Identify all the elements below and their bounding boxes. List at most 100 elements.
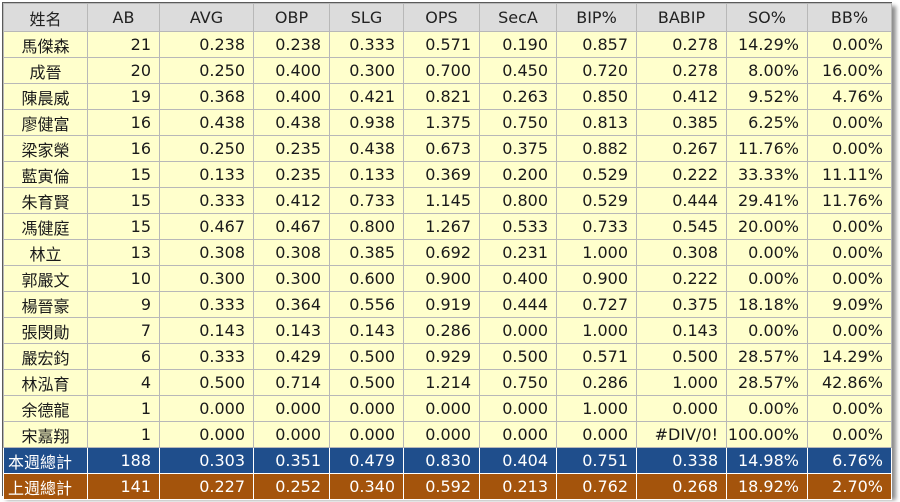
cell-slg: 0.385 — [329, 239, 404, 266]
cell-babip: 0.222 — [636, 161, 727, 188]
cell-bip: 0.529 — [556, 161, 637, 188]
cell-seca: 0.800 — [479, 187, 557, 214]
cell-bb: 0.00% — [807, 213, 892, 240]
batting-stats-table: 姓名 AB AVG OBP SLG OPS SecA BIP% BABIP SO… — [3, 3, 892, 500]
cell-ops: 0.571 — [403, 31, 480, 58]
cell-babip: 0.444 — [636, 187, 727, 214]
table-row: 朱育賢 15 0.333 0.412 0.733 1.145 0.800 0.529 0.444… — [3, 187, 892, 214]
cell-obp: 0.412 — [253, 187, 330, 214]
cell-obp: 0.351 — [253, 447, 330, 474]
cell-obp: 0.000 — [253, 421, 330, 448]
cell-so: 28.57% — [726, 369, 808, 396]
cell-bb: 11.11% — [807, 161, 892, 188]
cell-name: 郭嚴文 — [3, 265, 88, 292]
cell-avg: 0.333 — [159, 343, 254, 370]
cell-ab: 15 — [87, 187, 160, 214]
cell-obp: 0.467 — [253, 213, 330, 240]
cell-name: 藍寅倫 — [3, 161, 88, 188]
cell-so: 9.52% — [726, 83, 808, 110]
cell-obp: 0.400 — [253, 57, 330, 84]
cell-bip: 0.762 — [556, 473, 637, 500]
cell-bb: 0.00% — [807, 239, 892, 266]
cell-babip: 0.338 — [636, 447, 727, 474]
cell-avg: 0.333 — [159, 291, 254, 318]
cell-slg: 0.340 — [329, 473, 404, 500]
table-row: 廖健富 16 0.438 0.438 0.938 1.375 0.750 0.813 0.385… — [3, 109, 892, 136]
cell-avg: 0.467 — [159, 213, 254, 240]
cell-ab: 15 — [87, 161, 160, 188]
cell-bb: 0.00% — [807, 265, 892, 292]
this-week-total-row: 本週總計 188 0.303 0.351 0.479 0.830 0.404 0.751 0.3… — [3, 447, 892, 474]
cell-ab: 21 — [87, 31, 160, 58]
cell-avg: 0.000 — [159, 421, 254, 448]
cell-bb: 11.76% — [807, 187, 892, 214]
cell-obp: 0.000 — [253, 395, 330, 422]
cell-obp: 0.235 — [253, 161, 330, 188]
cell-seca: 0.000 — [479, 317, 557, 344]
cell-seca: 0.444 — [479, 291, 557, 318]
cell-so: 29.41% — [726, 187, 808, 214]
table-row: 余德龍 1 0.000 0.000 0.000 0.000 0.000 1.000 0.000 0… — [3, 395, 892, 422]
cell-babip: 0.278 — [636, 31, 727, 58]
cell-bip: 0.000 — [556, 421, 637, 448]
cell-avg: 0.238 — [159, 31, 254, 58]
cell-bb: 2.70% — [807, 473, 892, 500]
cell-babip: 1.000 — [636, 369, 727, 396]
cell-bip: 0.529 — [556, 187, 637, 214]
cell-avg: 0.333 — [159, 187, 254, 214]
cell-bb: 4.76% — [807, 83, 892, 110]
cell-ops: 0.821 — [403, 83, 480, 110]
cell-ab: 19 — [87, 83, 160, 110]
table-row: 馬傑森 21 0.238 0.238 0.333 0.571 0.190 0.857 0.278… — [3, 31, 892, 58]
header-babip: BABIP — [636, 3, 727, 32]
cell-name: 上週總計 — [3, 473, 88, 500]
cell-babip: 0.412 — [636, 83, 727, 110]
cell-name: 嚴宏鈞 — [3, 343, 88, 370]
table-row: 梁家榮 16 0.250 0.235 0.438 0.673 0.375 0.882 0.267… — [3, 135, 892, 162]
cell-obp: 0.400 — [253, 83, 330, 110]
cell-name: 梁家榮 — [3, 135, 88, 162]
cell-ops: 0.900 — [403, 265, 480, 292]
cell-bip: 0.857 — [556, 31, 637, 58]
cell-ab: 16 — [87, 109, 160, 136]
header-row: 姓名 AB AVG OBP SLG OPS SecA BIP% BABIP SO… — [3, 3, 892, 32]
cell-babip: 0.308 — [636, 239, 727, 266]
cell-bb: 16.00% — [807, 57, 892, 84]
cell-ops: 1.214 — [403, 369, 480, 396]
cell-ops: 0.830 — [403, 447, 480, 474]
table-row: 張閔勛 7 0.143 0.143 0.143 0.286 0.000 1.000 0.143 0… — [3, 317, 892, 344]
cell-so: 14.29% — [726, 31, 808, 58]
cell-slg: 0.333 — [329, 31, 404, 58]
cell-obp: 0.252 — [253, 473, 330, 500]
cell-name: 本週總計 — [3, 447, 88, 474]
table-row: 成晉 20 0.250 0.400 0.300 0.700 0.450 0.720 0.278 8… — [3, 57, 892, 84]
cell-seca: 0.533 — [479, 213, 557, 240]
header-bb: BB% — [807, 3, 892, 32]
cell-ab: 9 — [87, 291, 160, 318]
cell-ops: 0.286 — [403, 317, 480, 344]
cell-bb: 42.86% — [807, 369, 892, 396]
cell-ab: 13 — [87, 239, 160, 266]
cell-name: 余德龍 — [3, 395, 88, 422]
cell-bb: 0.00% — [807, 31, 892, 58]
cell-name: 成晉 — [3, 57, 88, 84]
cell-babip: 0.267 — [636, 135, 727, 162]
cell-seca: 0.450 — [479, 57, 557, 84]
cell-bip: 0.727 — [556, 291, 637, 318]
cell-obp: 0.300 — [253, 265, 330, 292]
cell-bip: 0.733 — [556, 213, 637, 240]
cell-slg: 0.000 — [329, 395, 404, 422]
cell-slg: 0.938 — [329, 109, 404, 136]
cell-name: 林泓育 — [3, 369, 88, 396]
cell-seca: 0.231 — [479, 239, 557, 266]
cell-seca: 0.404 — [479, 447, 557, 474]
header-ab: AB — [87, 3, 160, 32]
cell-name: 張閔勛 — [3, 317, 88, 344]
cell-ab: 7 — [87, 317, 160, 344]
cell-babip: 0.000 — [636, 395, 727, 422]
cell-ops: 0.369 — [403, 161, 480, 188]
cell-bb: 0.00% — [807, 109, 892, 136]
cell-ops: 0.700 — [403, 57, 480, 84]
cell-so: 0.00% — [726, 239, 808, 266]
cell-ab: 4 — [87, 369, 160, 396]
